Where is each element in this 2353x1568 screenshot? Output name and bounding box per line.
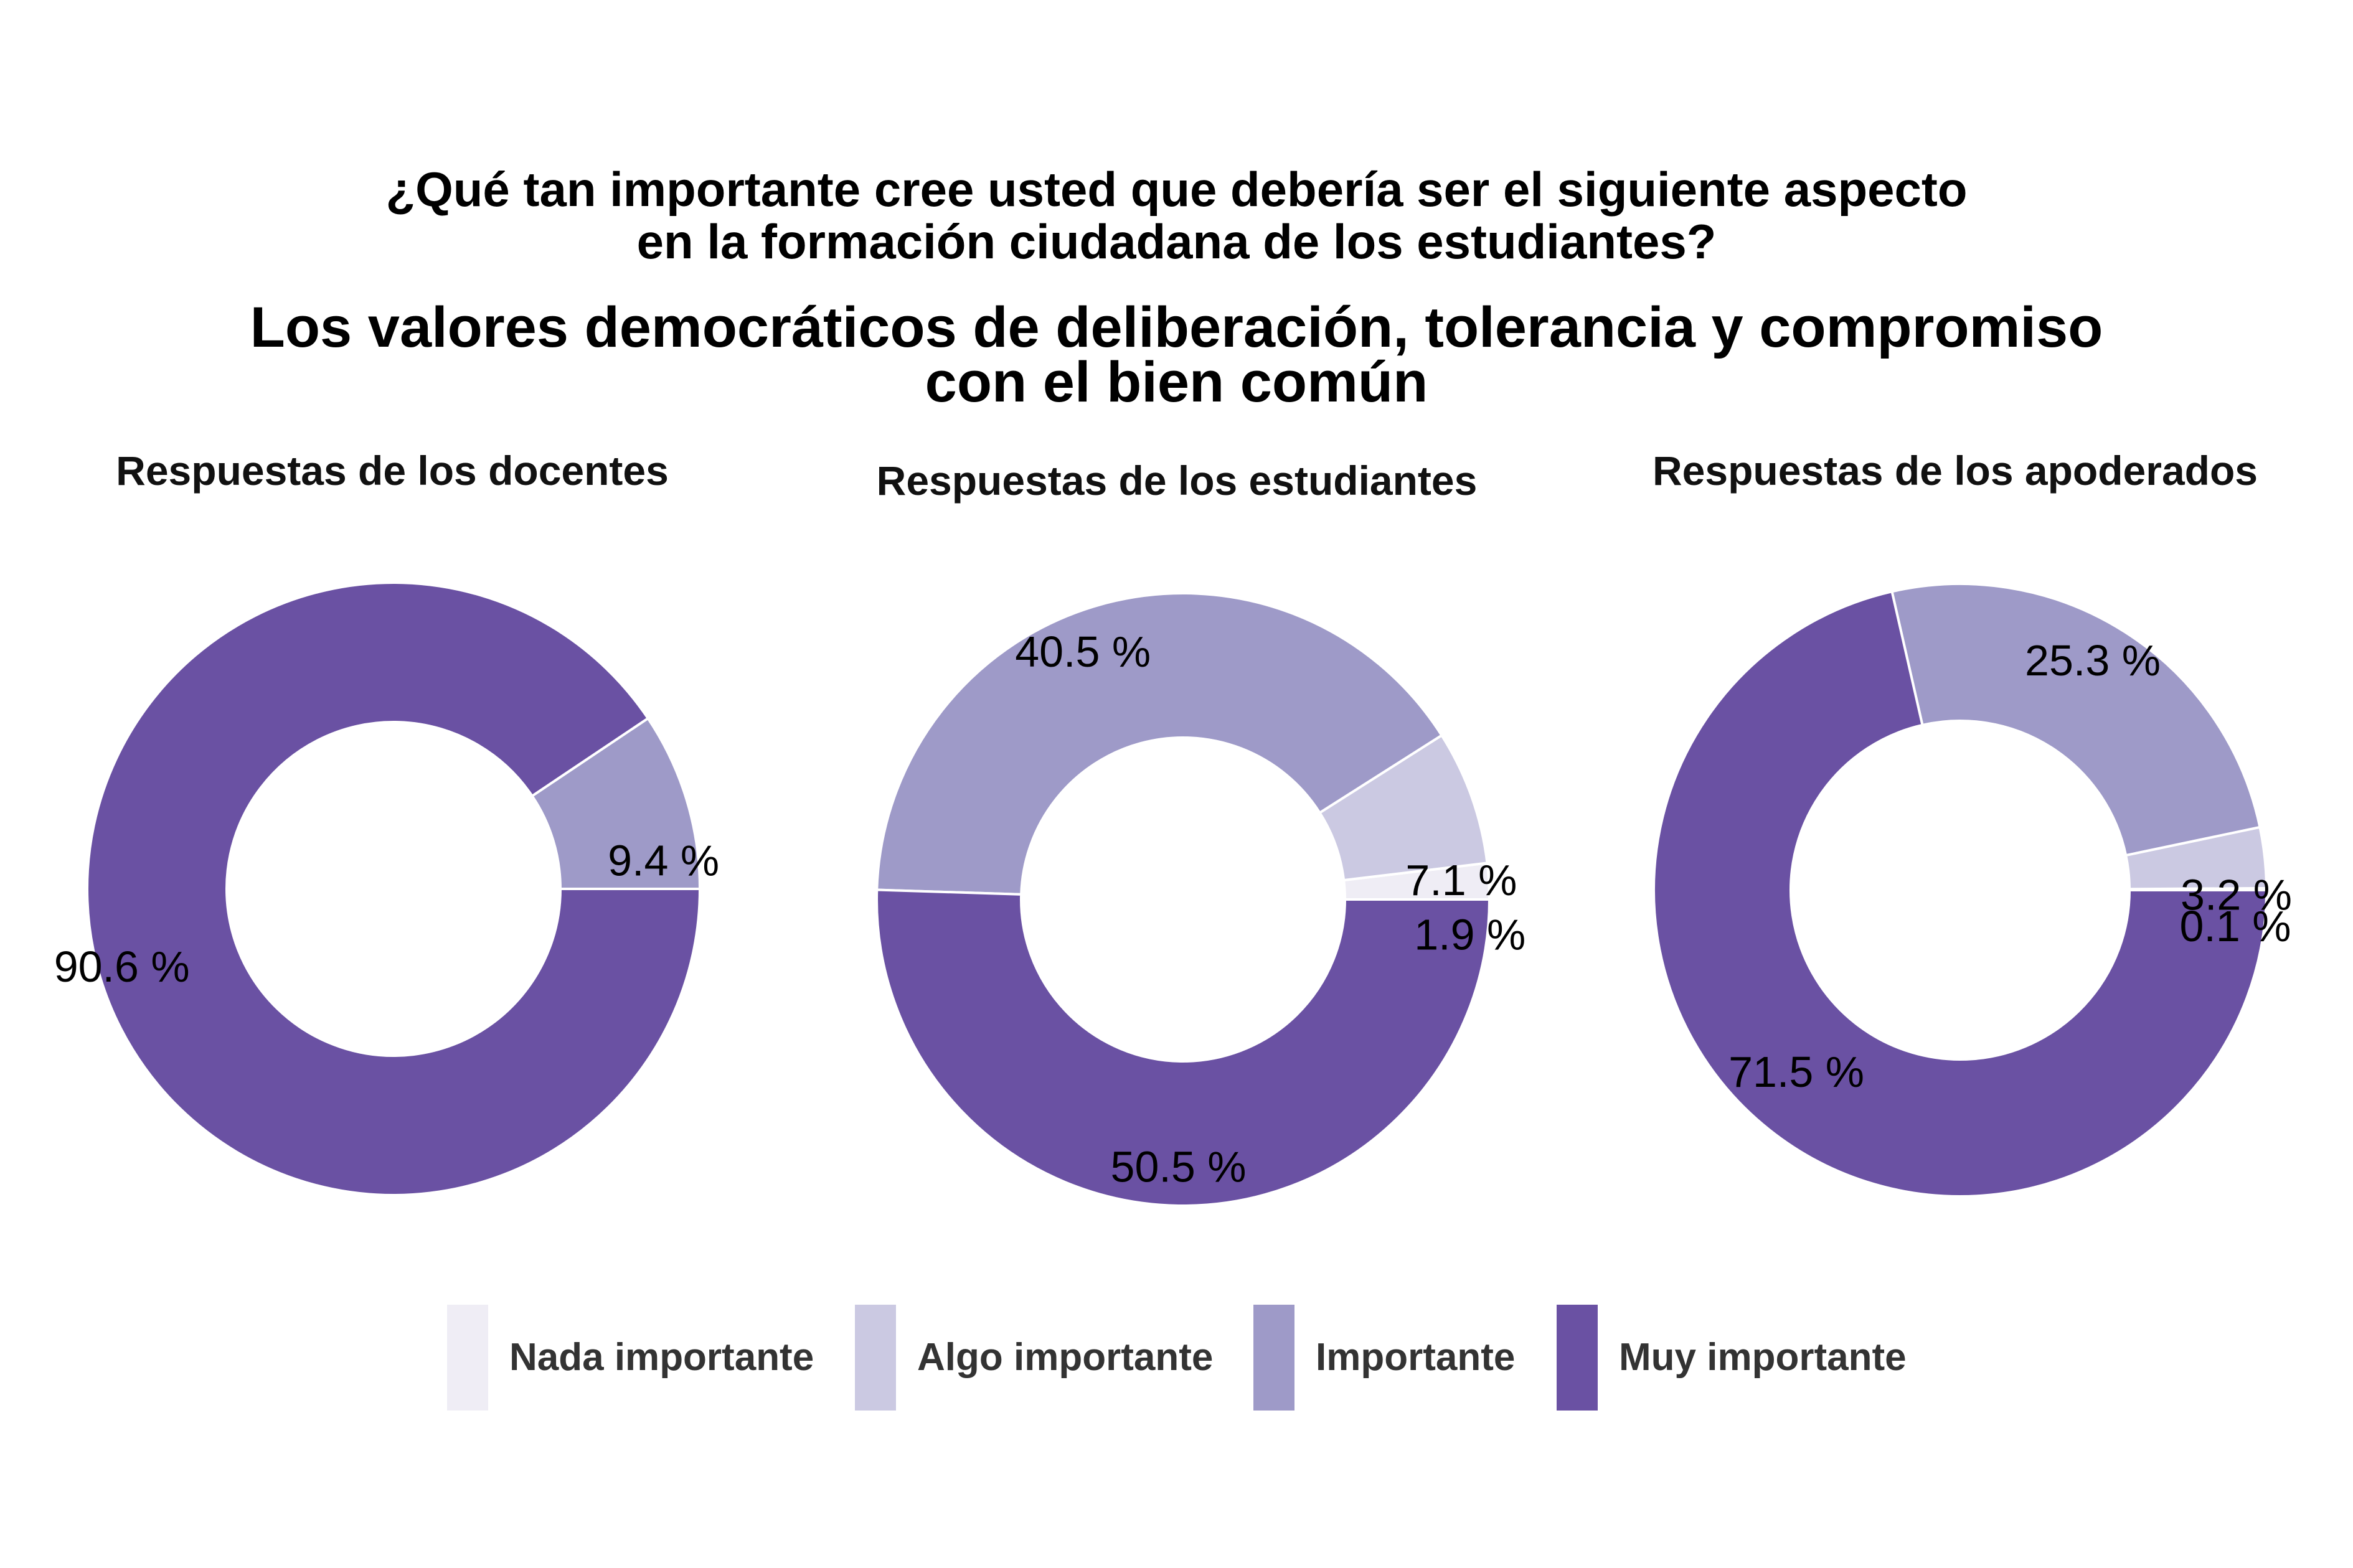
panel-title-docentes: Respuestas de los docentes [116,448,669,494]
panel-title-apoderados: Respuestas de los apoderados [1653,448,2258,494]
slice-label-estudiantes-muy-importante: 50.5 % [1111,1142,1247,1191]
slice-label-apoderados-muy-importante: 71.5 % [1728,1048,1864,1096]
legend-label-muy-importante: Muy importante [1619,1336,1907,1379]
slice-label-docentes-muy-importante: 90.6 % [54,942,190,991]
legend-key-nada-importante [447,1305,488,1411]
slice-label-apoderados-importante: 25.3 % [2025,636,2161,685]
legend-key-importante [1253,1305,1294,1411]
slice-estudiantes-muy-importante [875,888,1491,1207]
slice-estudiantes-importante [875,591,1444,896]
slice-label-apoderados-algo-importante: 3.2 % [2181,871,2292,919]
slice-apoderados-importante [1890,583,2261,857]
slice-label-docentes-importante: 9.4 % [608,836,719,885]
legend-label-importante: Importante [1316,1336,1516,1379]
legend-label-algo-importante: Algo importante [917,1336,1214,1379]
legend-label-nada-importante: Nada importante [509,1336,814,1379]
slice-label-estudiantes-algo-importante: 7.1 % [1405,856,1517,904]
panel-title-estudiantes: Respuestas de los estudiantes [876,458,1478,504]
chart-title-line-2: en la formación ciudadana de los estudia… [636,214,1717,269]
slice-label-apoderados-nada-importante: 0.1 % [2179,902,2291,951]
slice-apoderados-muy-importante [1653,589,2268,1198]
chart-subtitle-line-1: Los valores democráticos de deliberación… [250,296,2103,359]
slice-label-estudiantes-importante: 40.5 % [1015,627,1151,676]
chart-title-line-1: ¿Qué tan importante cree usted que deber… [385,162,1968,217]
chart-subtitle-line-2: con el bien común [925,350,1428,414]
slice-label-estudiantes-nada-importante: 1.9 % [1414,911,1525,959]
legend-key-algo-importante [855,1305,896,1411]
legend-key-muy-importante [1557,1305,1598,1411]
slice-docentes-muy-importante [86,581,702,1197]
